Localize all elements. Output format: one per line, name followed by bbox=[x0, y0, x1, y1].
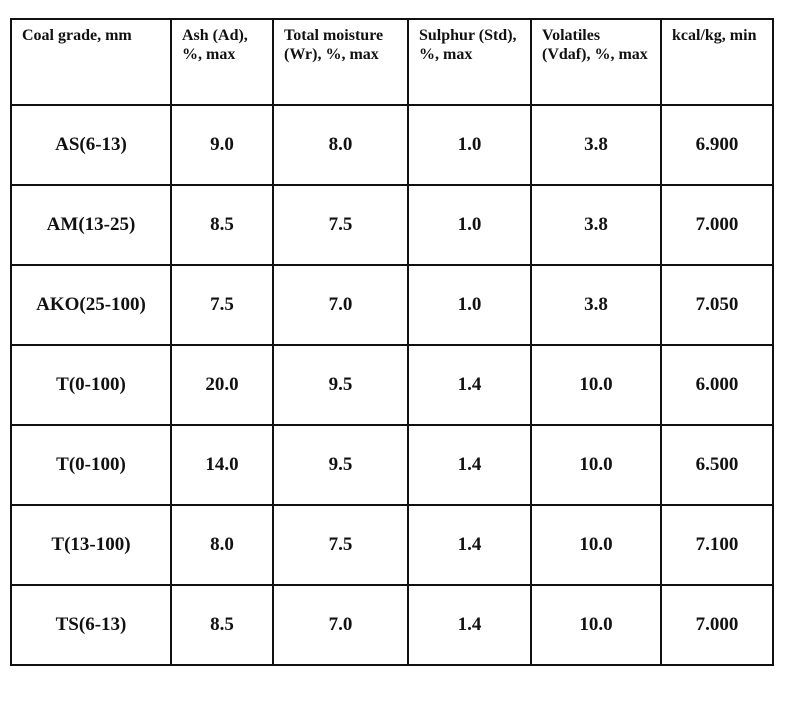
value-cell: 1.4 bbox=[407, 584, 532, 666]
value-cell: 9.5 bbox=[272, 424, 409, 506]
value-cell: 8.0 bbox=[272, 104, 409, 186]
value-cell: 1.4 bbox=[407, 504, 532, 586]
header-cell: Sulphur (Std), %, max bbox=[407, 18, 532, 106]
value-cell: 1.4 bbox=[407, 424, 532, 506]
grade-cell: AS(6-13) bbox=[10, 104, 172, 186]
grade-cell: AM(13-25) bbox=[10, 184, 172, 266]
table-row: T(0-100) 14.0 9.5 1.4 10.0 6.500 bbox=[10, 424, 774, 506]
value-cell: 7.5 bbox=[170, 264, 274, 346]
value-cell: 10.0 bbox=[530, 424, 662, 506]
value-cell: 7.000 bbox=[660, 184, 774, 266]
value-cell: 10.0 bbox=[530, 344, 662, 426]
value-cell: 14.0 bbox=[170, 424, 274, 506]
value-cell: 6.900 bbox=[660, 104, 774, 186]
table-row: T(0-100) 20.0 9.5 1.4 10.0 6.000 bbox=[10, 344, 774, 426]
value-cell: 7.050 bbox=[660, 264, 774, 346]
header-cell: Total moisture (Wr), %, max bbox=[272, 18, 409, 106]
value-cell: 1.0 bbox=[407, 184, 532, 266]
grade-cell: AKO(25-100) bbox=[10, 264, 172, 346]
header-cell: kcal/kg, min bbox=[660, 18, 774, 106]
value-cell: 7.5 bbox=[272, 504, 409, 586]
coal-spec-table: Coal grade, mm Ash (Ad), %, max Total mois… bbox=[10, 18, 774, 666]
grade-cell: T(0-100) bbox=[10, 424, 172, 506]
value-cell: 7.5 bbox=[272, 184, 409, 266]
value-cell: 10.0 bbox=[530, 584, 662, 666]
value-cell: 9.5 bbox=[272, 344, 409, 426]
value-cell: 1.4 bbox=[407, 344, 532, 426]
value-cell: 8.5 bbox=[170, 584, 274, 666]
table-row: AS(6-13) 9.0 8.0 1.0 3.8 6.900 bbox=[10, 104, 774, 186]
value-cell: 20.0 bbox=[170, 344, 274, 426]
table-row: T(13-100) 8.0 7.5 1.4 10.0 7.100 bbox=[10, 504, 774, 586]
value-cell: 1.0 bbox=[407, 264, 532, 346]
header-cell: Volatiles (Vdaf), %, max bbox=[530, 18, 662, 106]
value-cell: 8.0 bbox=[170, 504, 274, 586]
table-row: AKO(25-100) 7.5 7.0 1.0 3.8 7.050 bbox=[10, 264, 774, 346]
table-row: AM(13-25) 8.5 7.5 1.0 3.8 7.000 bbox=[10, 184, 774, 266]
grade-cell: T(13-100) bbox=[10, 504, 172, 586]
header-cell: Ash (Ad), %, max bbox=[170, 18, 274, 106]
value-cell: 10.0 bbox=[530, 504, 662, 586]
grade-cell: TS(6-13) bbox=[10, 584, 172, 666]
value-cell: 7.100 bbox=[660, 504, 774, 586]
value-cell: 9.0 bbox=[170, 104, 274, 186]
value-cell: 1.0 bbox=[407, 104, 532, 186]
table-row: TS(6-13) 8.5 7.0 1.4 10.0 7.000 bbox=[10, 584, 774, 666]
grade-cell: T(0-100) bbox=[10, 344, 172, 426]
value-cell: 7.000 bbox=[660, 584, 774, 666]
value-cell: 6.500 bbox=[660, 424, 774, 506]
value-cell: 7.0 bbox=[272, 264, 409, 346]
value-cell: 7.0 bbox=[272, 584, 409, 666]
value-cell: 8.5 bbox=[170, 184, 274, 266]
value-cell: 6.000 bbox=[660, 344, 774, 426]
table-body: AS(6-13) 9.0 8.0 1.0 3.8 6.900 AM(13-25) 8.5 7.5… bbox=[10, 104, 774, 666]
value-cell: 3.8 bbox=[530, 104, 662, 186]
header-row: Coal grade, mm Ash (Ad), %, max Total mois… bbox=[10, 18, 774, 106]
value-cell: 3.8 bbox=[530, 184, 662, 266]
value-cell: 3.8 bbox=[530, 264, 662, 346]
header-cell: Coal grade, mm bbox=[10, 18, 172, 106]
